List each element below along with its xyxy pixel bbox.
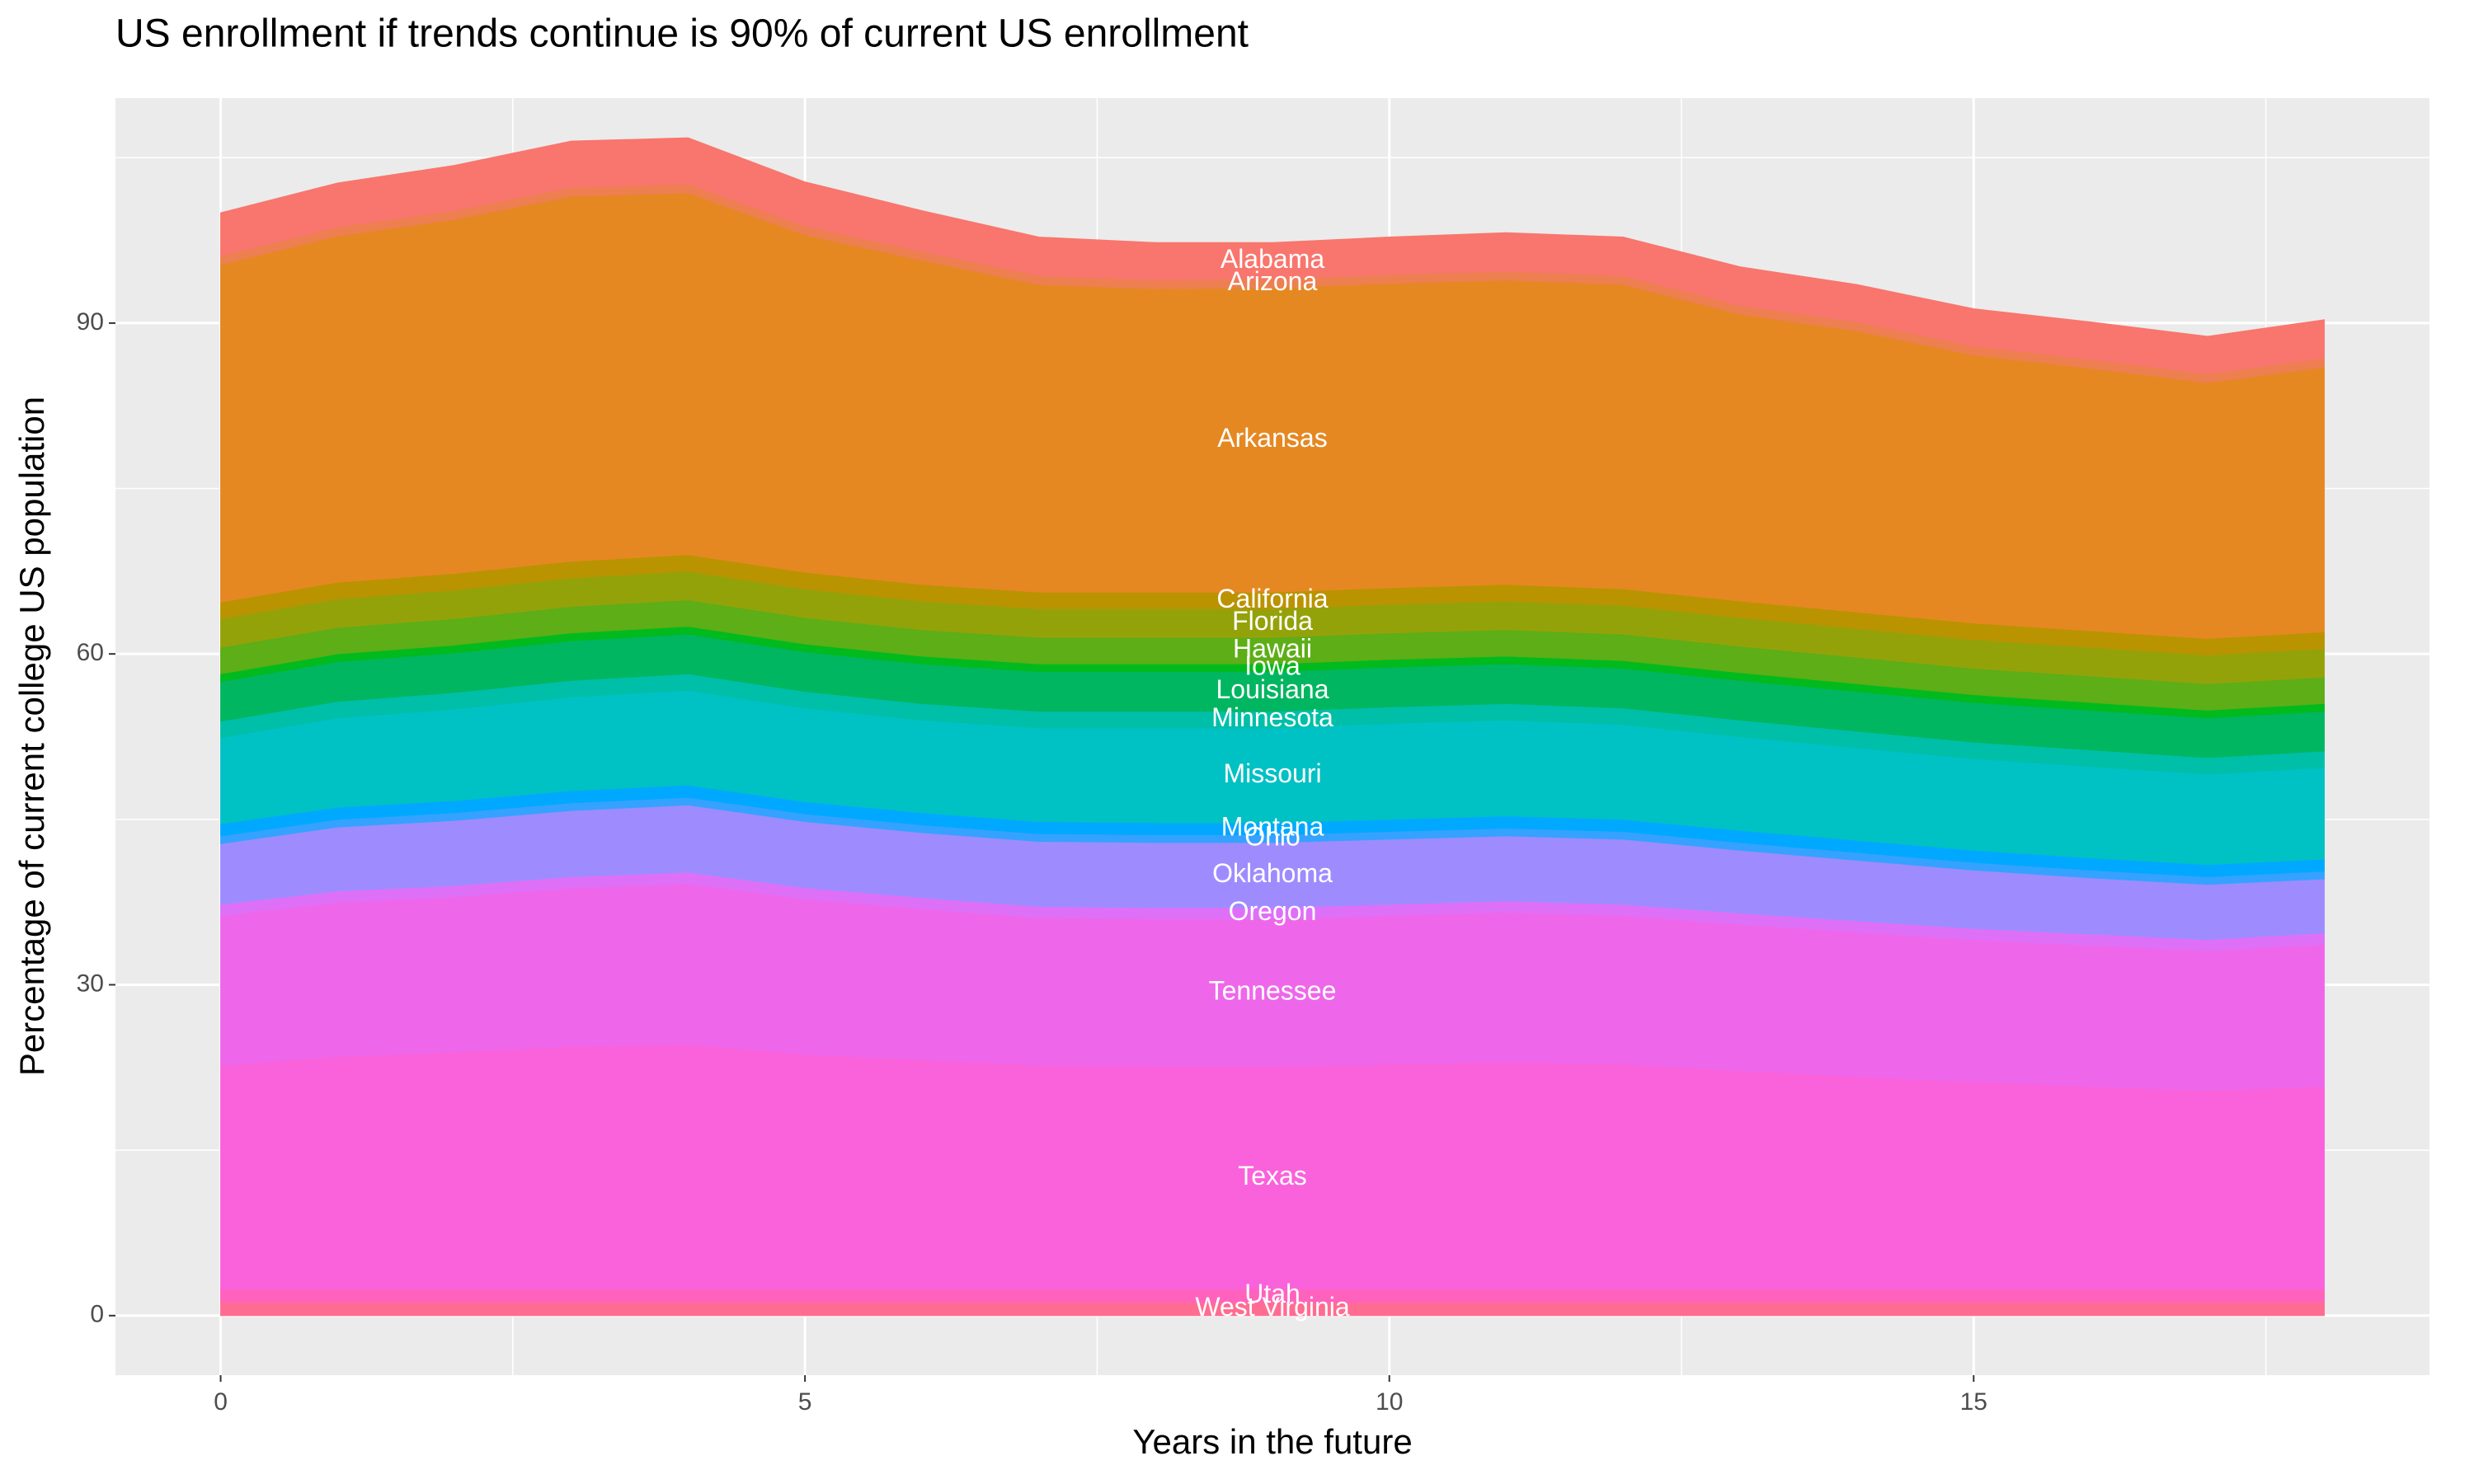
y-tick-label: 0 [90, 1301, 104, 1328]
y-tick-label: 90 [77, 308, 104, 336]
x-tick-label: 10 [1376, 1388, 1403, 1416]
axes: 0 5 10 15 0 30 60 90 [77, 308, 1987, 1416]
y-axis-title: Percentage of current college US populat… [12, 397, 51, 1076]
area-label: California [1216, 584, 1328, 613]
area-label: Arizona [1228, 266, 1318, 296]
area-label: Oregon [1229, 896, 1317, 926]
area [220, 137, 2325, 374]
area-label: Utah [1244, 1279, 1300, 1308]
area-label: Arkansas [1217, 423, 1327, 453]
y-tick-label: 30 [77, 970, 104, 997]
x-tick-label: 15 [1960, 1388, 1987, 1416]
areas [220, 137, 2325, 1317]
area-label: Iowa [1244, 650, 1300, 680]
y-tick-label: 60 [77, 639, 104, 666]
x-tick-label: 0 [214, 1388, 228, 1416]
area-label: Tennessee [1209, 975, 1337, 1005]
area-label: Oklahoma [1212, 858, 1333, 888]
area-label: Montana [1221, 812, 1324, 842]
area-label: Louisiana [1216, 674, 1329, 704]
area-label: Ohio [1244, 822, 1300, 852]
area-label: West Virginia [1195, 1292, 1350, 1322]
chart-title: US enrollment if trends continue is 90% … [115, 12, 1249, 56]
area-label: Minnesota [1211, 702, 1333, 732]
x-axis-title: Years in the future [1132, 1422, 1412, 1461]
x-tick-label: 5 [798, 1388, 812, 1416]
area-label: Alabama [1221, 244, 1325, 274]
area-label: Florida [1232, 606, 1313, 636]
area-label: Texas [1238, 1161, 1307, 1190]
area-label: Missouri [1223, 758, 1321, 788]
area-label: Hawaii [1233, 634, 1312, 664]
